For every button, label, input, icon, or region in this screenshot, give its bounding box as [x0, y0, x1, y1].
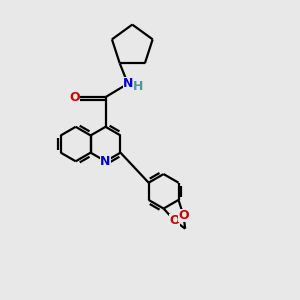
Text: N: N	[123, 77, 133, 90]
Text: O: O	[69, 91, 80, 103]
Text: H: H	[133, 80, 143, 93]
Text: O: O	[178, 209, 189, 222]
Text: O: O	[169, 214, 180, 227]
Text: N: N	[100, 155, 111, 168]
